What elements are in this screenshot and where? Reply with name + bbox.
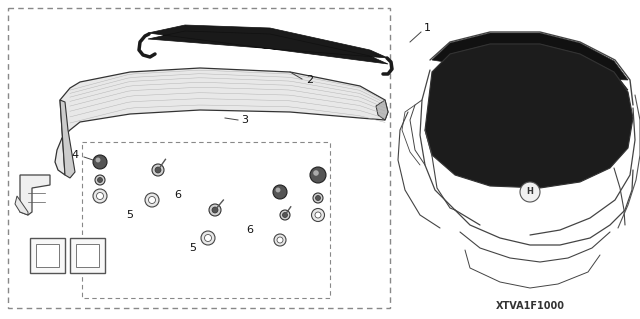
- Bar: [8, 8, 390, 308]
- Text: XTVA1F1000: XTVA1F1000: [495, 301, 564, 311]
- Polygon shape: [20, 175, 50, 215]
- Text: 5: 5: [127, 210, 134, 220]
- Circle shape: [205, 234, 211, 241]
- Polygon shape: [15, 196, 28, 215]
- Circle shape: [280, 210, 290, 220]
- Circle shape: [145, 193, 159, 207]
- Circle shape: [312, 209, 324, 221]
- Text: 6: 6: [246, 225, 253, 235]
- Bar: [30, 238, 65, 273]
- Circle shape: [155, 167, 161, 173]
- Text: 3: 3: [241, 115, 248, 125]
- Polygon shape: [425, 44, 633, 188]
- Circle shape: [97, 192, 104, 199]
- Text: 1: 1: [424, 23, 431, 33]
- Circle shape: [152, 164, 164, 176]
- Circle shape: [209, 204, 221, 216]
- Polygon shape: [376, 100, 388, 120]
- Bar: [70, 238, 105, 273]
- Circle shape: [277, 237, 283, 243]
- Circle shape: [313, 193, 323, 203]
- Bar: [82, 142, 330, 298]
- Circle shape: [274, 234, 286, 246]
- Bar: [36, 244, 59, 267]
- Circle shape: [95, 175, 105, 185]
- Circle shape: [201, 231, 215, 245]
- Polygon shape: [55, 68, 388, 175]
- Circle shape: [316, 196, 321, 201]
- Circle shape: [520, 182, 540, 202]
- Text: 4: 4: [72, 150, 79, 160]
- Polygon shape: [148, 25, 388, 64]
- Polygon shape: [60, 100, 75, 178]
- Text: 2: 2: [307, 75, 314, 85]
- Circle shape: [315, 212, 321, 218]
- Circle shape: [93, 189, 107, 203]
- Circle shape: [212, 207, 218, 213]
- Circle shape: [310, 167, 326, 183]
- Text: 6: 6: [175, 190, 182, 200]
- Text: 5: 5: [189, 243, 196, 253]
- Polygon shape: [432, 33, 628, 90]
- Bar: [76, 244, 99, 267]
- Circle shape: [282, 212, 287, 218]
- Circle shape: [93, 155, 107, 169]
- Circle shape: [95, 158, 100, 162]
- Circle shape: [97, 177, 102, 182]
- Circle shape: [276, 188, 280, 192]
- Circle shape: [313, 170, 319, 176]
- Text: H: H: [527, 188, 533, 197]
- Circle shape: [273, 185, 287, 199]
- Circle shape: [148, 197, 156, 204]
